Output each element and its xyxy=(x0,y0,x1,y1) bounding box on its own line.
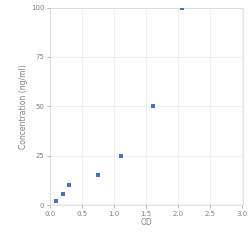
Point xyxy=(96,174,100,178)
X-axis label: OD: OD xyxy=(140,218,152,227)
Point xyxy=(54,199,58,203)
Point xyxy=(151,104,155,108)
Point xyxy=(67,183,71,187)
Point xyxy=(180,6,184,10)
Point xyxy=(61,192,65,196)
Point xyxy=(118,154,122,158)
Y-axis label: Concentration (ng/ml): Concentration (ng/ml) xyxy=(19,64,28,148)
